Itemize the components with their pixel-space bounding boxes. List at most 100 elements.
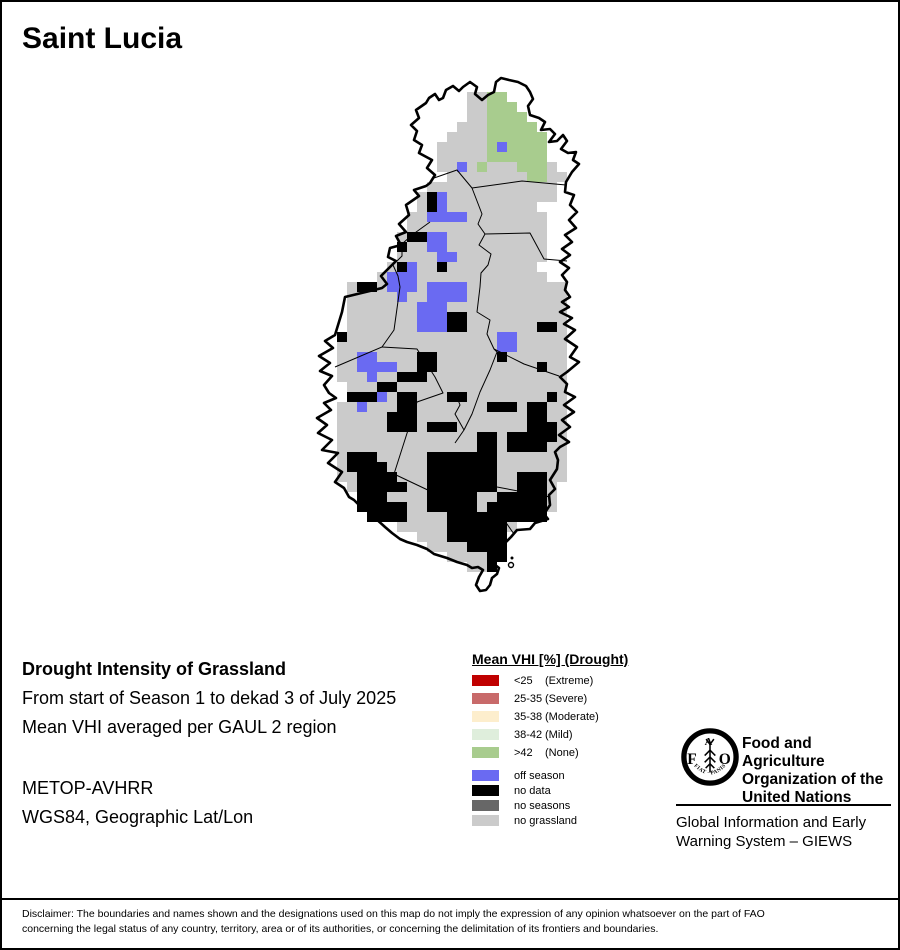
map-cell	[497, 152, 507, 162]
map-cell	[527, 212, 537, 222]
map-cell	[447, 292, 457, 302]
legend-swatch	[472, 675, 499, 686]
map-cell	[457, 222, 467, 232]
map-cell	[497, 312, 507, 322]
map-cell	[557, 332, 567, 342]
map-cell	[497, 422, 507, 432]
map-cell	[487, 92, 497, 102]
map-cell	[517, 412, 527, 422]
map-cell	[497, 482, 507, 492]
map-cell	[437, 202, 447, 212]
map-cell	[487, 432, 497, 442]
map-cell	[457, 132, 467, 142]
map-cell	[437, 302, 447, 312]
map-cell	[417, 272, 427, 282]
map-cell	[437, 262, 447, 272]
map-cell	[507, 482, 517, 492]
map-cell	[387, 352, 397, 362]
map-cell	[487, 202, 497, 212]
map-cell	[517, 262, 527, 272]
map-cell	[417, 282, 427, 292]
map-cell	[397, 262, 407, 272]
map-cell	[447, 452, 457, 462]
map-cell	[337, 422, 347, 432]
map-cell	[517, 272, 527, 282]
map-cell	[447, 382, 457, 392]
map-cell	[457, 552, 467, 562]
map-cell	[497, 192, 507, 202]
map-cell	[367, 452, 377, 462]
map-cell	[487, 552, 497, 562]
map-cell	[537, 382, 547, 392]
map-cell	[517, 512, 527, 522]
map-cell	[497, 272, 507, 282]
map-cell	[487, 462, 497, 472]
map-cell	[377, 372, 387, 382]
map-cell	[477, 402, 487, 412]
map-cell	[427, 432, 437, 442]
map-cell	[377, 402, 387, 412]
map-cell	[487, 482, 497, 492]
map-period: From start of Season 1 to dekad 3 of Jul…	[22, 688, 397, 708]
map-cell	[507, 122, 517, 132]
map-cell	[527, 312, 537, 322]
map-cell	[437, 472, 447, 482]
map-cell	[407, 252, 417, 262]
map-cell	[427, 402, 437, 412]
map-cell	[347, 372, 357, 382]
map-cell	[397, 302, 407, 312]
map-cell	[357, 432, 367, 442]
map-cell	[347, 332, 357, 342]
map-cell	[527, 482, 537, 492]
map-cell	[487, 532, 497, 542]
map-cell	[467, 492, 477, 502]
map-cell	[527, 272, 537, 282]
map-cell	[517, 202, 527, 212]
map-cell	[527, 322, 537, 332]
map-cell	[447, 522, 457, 532]
map-cell	[517, 112, 527, 122]
map-cell	[467, 322, 477, 332]
map-cell	[347, 432, 357, 442]
map-cell	[507, 292, 517, 302]
map-cell	[467, 102, 477, 112]
map-cell	[437, 522, 447, 532]
map-cell	[347, 322, 357, 332]
map-cell	[537, 222, 547, 232]
map-cell	[377, 292, 387, 302]
map-cell	[337, 432, 347, 442]
admin-boundary	[493, 348, 560, 377]
map-cell	[387, 402, 397, 412]
map-cell	[407, 422, 417, 432]
map-cell	[367, 442, 377, 452]
map-cell	[387, 282, 397, 292]
map-cell	[387, 362, 397, 372]
legend-swatch	[472, 770, 499, 781]
map-cell	[477, 172, 487, 182]
map-cell	[347, 302, 357, 312]
map-cell	[537, 252, 547, 262]
map-cell	[427, 412, 437, 422]
map-cell	[467, 422, 477, 432]
map-cell	[497, 332, 507, 342]
map-cell	[457, 242, 467, 252]
map-cell	[527, 402, 537, 412]
map-cell	[427, 312, 437, 322]
map-cell	[427, 442, 437, 452]
map-cell	[527, 442, 537, 452]
map-cell	[497, 452, 507, 462]
legend: Mean VHI [%] (Drought) <25 (Extreme) 25-35…	[472, 651, 682, 830]
map-cell	[477, 532, 487, 542]
map-cell	[487, 162, 497, 172]
map-cell	[477, 162, 487, 172]
map-cell	[477, 352, 487, 362]
map-cell	[527, 202, 537, 212]
map-cell	[387, 432, 397, 442]
map-cell	[517, 352, 527, 362]
map-cell	[497, 262, 507, 272]
map-cell	[517, 132, 527, 142]
map-raster-cells	[337, 92, 567, 572]
map-cell	[517, 382, 527, 392]
map-cell	[367, 432, 377, 442]
map-cell	[387, 412, 397, 422]
